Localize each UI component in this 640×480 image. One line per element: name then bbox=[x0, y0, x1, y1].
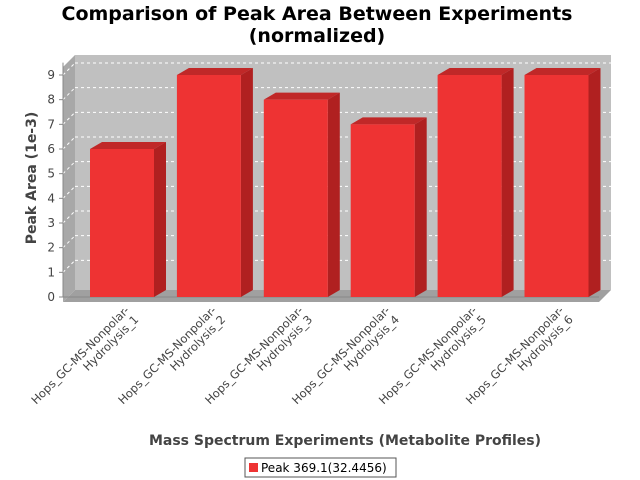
gridline-side bbox=[62, 235, 76, 249]
y-tick-label: 6 bbox=[47, 142, 55, 156]
bar bbox=[350, 117, 427, 297]
legend-swatch bbox=[249, 463, 258, 472]
y-tick-label: 3 bbox=[47, 216, 55, 230]
y-tick-label: 2 bbox=[47, 241, 55, 255]
bar-front bbox=[350, 124, 415, 297]
x-axis-label: Mass Spectrum Experiments (Metabolite Pr… bbox=[149, 433, 541, 449]
bar-side bbox=[414, 117, 427, 297]
legend-label: Peak 369.1(32.4456) bbox=[261, 461, 387, 475]
bar-front bbox=[90, 149, 154, 297]
y-axis-label: Peak Area (1e-3) bbox=[24, 112, 40, 245]
bar-top bbox=[524, 68, 601, 75]
legend: Peak 369.1(32.4456) bbox=[244, 457, 397, 478]
y-tick-label: 4 bbox=[47, 191, 55, 205]
legend-box bbox=[244, 457, 397, 478]
bar-front bbox=[263, 99, 328, 298]
gridline-side bbox=[62, 111, 76, 125]
y-tick-label: 7 bbox=[47, 117, 55, 131]
gridline-side bbox=[62, 161, 76, 175]
bar-front bbox=[176, 75, 241, 297]
bar-top bbox=[90, 142, 166, 149]
bar-front bbox=[524, 75, 589, 297]
bar bbox=[90, 142, 166, 297]
bar bbox=[263, 92, 340, 298]
gridline-side bbox=[62, 62, 76, 76]
chart-subtitle: (normalized) bbox=[249, 25, 386, 47]
bar bbox=[524, 68, 601, 297]
bar-top bbox=[437, 68, 514, 75]
y-tick-label: 5 bbox=[47, 167, 55, 181]
bar-side bbox=[154, 142, 166, 297]
bars bbox=[90, 68, 601, 298]
gridline-side bbox=[62, 87, 76, 101]
chart-title: Comparison of Peak Area Between Experime… bbox=[62, 3, 573, 25]
y-tick-label: 0 bbox=[47, 290, 55, 304]
gridline-side bbox=[62, 185, 76, 199]
gridline-side bbox=[62, 210, 76, 224]
gridline-side bbox=[62, 136, 76, 150]
bar-top bbox=[263, 92, 340, 100]
bar-side bbox=[240, 68, 253, 297]
bar-front bbox=[437, 75, 502, 297]
axes: 0 1 2 3 4 5 6 7 8 9 bbox=[47, 62, 599, 304]
bar bbox=[437, 68, 514, 297]
bar-top bbox=[350, 117, 427, 125]
grid-lines bbox=[62, 62, 611, 273]
plot-side-wall bbox=[63, 55, 75, 302]
bar-side bbox=[327, 92, 340, 298]
y-tick-label: 1 bbox=[47, 265, 55, 279]
bar bbox=[176, 68, 253, 297]
gridline-side bbox=[62, 259, 76, 273]
bar-top bbox=[176, 68, 253, 75]
y-tick-label: 8 bbox=[47, 93, 55, 107]
bar-side bbox=[501, 68, 514, 297]
bar-side bbox=[588, 68, 601, 297]
y-tick-label: 9 bbox=[47, 68, 55, 82]
category-labels: Hops_GC-MS-Nonpolar-Hydrolysis_1Hops_GC-… bbox=[28, 303, 576, 407]
